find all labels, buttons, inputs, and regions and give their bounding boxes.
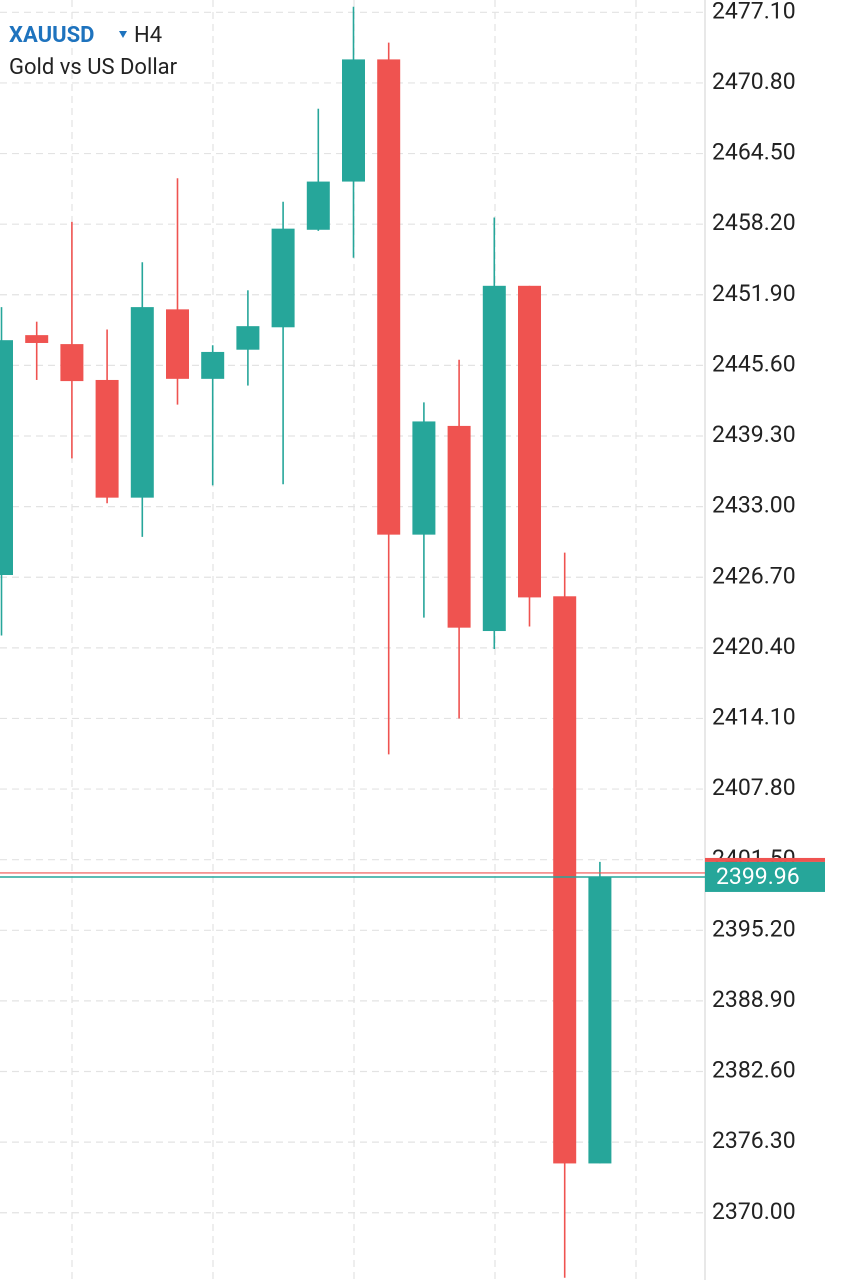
y-tick-label: 2477.10 <box>712 0 796 24</box>
candle-body <box>412 421 436 535</box>
y-tick-label: 2426.70 <box>712 562 796 589</box>
bid-price-box <box>705 857 825 862</box>
y-tick-label: 2414.10 <box>712 704 796 731</box>
candle-body <box>95 379 119 498</box>
candle-body <box>271 228 295 328</box>
candle-body <box>482 285 506 632</box>
y-tick-label: 2388.90 <box>712 986 796 1013</box>
y-tick-label: 2395.20 <box>712 915 796 942</box>
y-axis: 2477.10 2470.80 2464.50 2458.20 2451.90 2445.… <box>0 0 825 1225</box>
y-tick-label: 2439.30 <box>712 421 796 448</box>
candle-body <box>306 181 330 230</box>
last-price-label: 2399.96 <box>716 863 800 890</box>
instrument-name: Gold vs US Dollar <box>9 55 178 80</box>
y-tick-label: 2370.00 <box>712 1198 796 1225</box>
candle-body <box>342 59 365 182</box>
y-tick-label: 2407.80 <box>712 774 796 801</box>
dropdown-icon[interactable] <box>119 31 127 38</box>
candle-body <box>166 309 189 379</box>
candle-body <box>588 876 612 1164</box>
candle-body <box>553 596 577 1164</box>
y-tick-label: 2470.80 <box>712 68 796 95</box>
candle-body <box>60 344 84 382</box>
candle-body <box>447 425 471 628</box>
candle-body <box>518 285 541 598</box>
candles <box>0 6 612 1278</box>
y-tick-label: 2376.30 <box>712 1127 796 1154</box>
candle-body <box>130 307 154 498</box>
candle-body <box>0 340 13 575</box>
y-tick-label: 2382.60 <box>712 1057 796 1084</box>
symbol[interactable]: XAUUSD <box>9 23 94 48</box>
candle-body <box>236 326 260 350</box>
header: XAUUSD H4 Gold vs US Dollar <box>9 23 178 80</box>
y-tick-label: 2420.40 <box>712 633 796 660</box>
candle-body <box>25 335 49 343</box>
candle-body <box>201 351 225 379</box>
last-price-box <box>705 861 825 892</box>
y-tick-label: 2458.20 <box>712 209 796 236</box>
candle-body <box>377 59 401 535</box>
y-tick-label: 2451.90 <box>712 280 796 307</box>
timeframe[interactable]: H4 <box>134 23 162 48</box>
y-tick-label: 2433.00 <box>712 492 796 519</box>
y-tick-label: 2464.50 <box>712 139 796 166</box>
y-tick-label: 2445.60 <box>712 350 796 377</box>
